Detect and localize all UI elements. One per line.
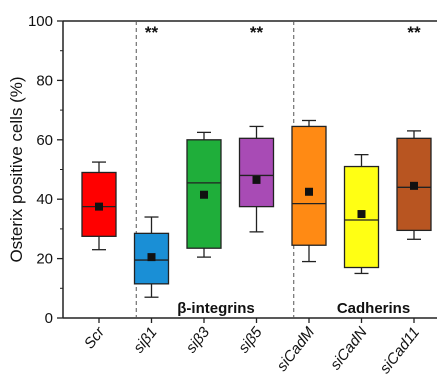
x-tick-label: siβ5	[235, 323, 266, 356]
y-tick-label: 100	[28, 13, 53, 30]
y-tick-label: 20	[36, 251, 53, 268]
box-siβ5	[240, 126, 274, 323]
box-siCadN	[345, 155, 379, 323]
box-siβ3	[187, 132, 221, 323]
x-tick-label: siβ1	[130, 324, 160, 356]
y-tick-label: 40	[36, 191, 53, 208]
y-tick-label: 60	[36, 132, 53, 149]
mean-marker	[148, 253, 156, 261]
x-tick-label: siCadN	[327, 324, 371, 373]
mean-marker	[200, 191, 208, 199]
box-siCadM	[292, 120, 326, 323]
box-siβ1	[135, 217, 169, 323]
y-axis-title: Osterix positive cells (%)	[7, 76, 26, 262]
y-tick-label: 0	[45, 310, 53, 327]
box-body	[292, 126, 326, 245]
mean-marker	[253, 176, 261, 184]
y-ticks: 0 20 40 60 80 100	[28, 13, 63, 327]
significance-marker: **	[407, 23, 421, 42]
x-tick-label: Scr	[81, 323, 109, 352]
x-tick-label: siCadM	[273, 324, 318, 375]
mean-marker	[95, 203, 103, 211]
significance-marker: **	[250, 23, 264, 42]
significance-markers: ** ** **	[145, 23, 421, 42]
significance-marker: **	[145, 23, 159, 42]
x-tick-labels: Scr siβ1 siβ3 siβ5 siCadM siCadN siCad11	[81, 323, 423, 377]
mean-marker	[358, 210, 366, 218]
box-siCad11	[397, 131, 431, 323]
box-Scr	[82, 162, 116, 323]
mean-marker	[410, 182, 418, 190]
x-tick-label: siβ3	[183, 323, 214, 356]
x-tick-label: siCad11	[377, 324, 424, 377]
group-label: β-integrins	[177, 300, 255, 317]
boxes	[82, 120, 431, 323]
box-body	[240, 138, 274, 206]
y-tick-label: 80	[36, 72, 53, 89]
group-label: Cadherins	[337, 300, 410, 317]
mean-marker	[305, 188, 313, 196]
